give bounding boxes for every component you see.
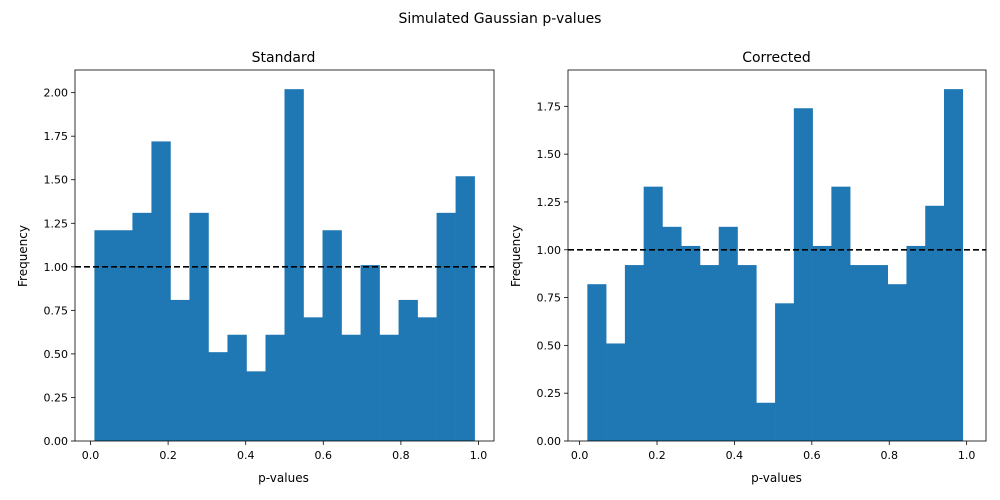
histogram-bar [208,352,228,441]
histogram-bar [189,212,209,441]
histogram-bar [170,299,190,441]
y-tick-label: 0.00 [44,435,69,448]
histogram-bar [831,186,851,441]
y-tick-label: 0.75 [44,304,69,317]
histogram-bar [227,334,247,441]
x-axis-label-standard: p-values [258,471,309,485]
x-tick-label: 0.6 [315,449,333,462]
histogram-bar [417,317,437,441]
subplot-title-standard: Standard [252,50,316,66]
y-tick-label: 1.25 [537,196,562,209]
y-tick-label: 1.00 [537,244,562,257]
histogram-bar [322,230,342,441]
histogram-bar [436,212,456,441]
bars-standard [94,89,475,442]
x-tick-label: 0.2 [648,449,666,462]
histogram-bar [455,176,475,441]
x-tick-label: 0.2 [159,449,177,462]
x-tick-label: 1.0 [958,449,976,462]
x-tick-label: 0.8 [880,449,898,462]
y-tick-label: 1.75 [44,130,69,143]
histogram-bar [775,303,795,441]
x-tick-label: 0.8 [392,449,410,462]
ticks-corrected: 0.0 0.2 0.4 0.6 0.8 1.0 0.00 0.25 0.50 0.75 1.00 1.… [537,100,976,462]
histogram-bar [151,141,171,441]
histogram-bar [606,343,626,441]
y-tick-label: 1.25 [44,217,69,230]
histogram-bar [944,89,964,441]
y-tick-label: 0.50 [537,339,562,352]
histogram-bar [341,334,361,441]
y-tick-label: 0.25 [44,391,69,404]
histogram-bar [718,226,738,441]
histogram-bar [246,371,266,441]
y-tick-label: 1.75 [537,100,562,113]
y-tick-label: 0.00 [537,435,562,448]
ticks-standard: 0.0 0.2 0.4 0.6 0.8 1.0 0.00 0.25 0.50 0.75 1.00 1.… [44,87,488,462]
y-tick-label: 1.50 [537,148,562,161]
histogram-bar [587,284,607,441]
y-tick-label: 1.00 [44,261,69,274]
histogram-bar [624,265,644,441]
histogram-bar [284,89,304,442]
histogram-bar [662,226,682,441]
histogram-bar [737,265,757,441]
histogram-bar [850,265,870,441]
x-tick-label: 0.4 [726,449,744,462]
histogram-bar [812,245,832,441]
histogram-bar [868,265,888,441]
subplot-corrected: Corrected p-values Frequency 0.0 0.2 0.4 0.… [509,50,987,485]
axes-frame-corrected [567,69,987,442]
histogram-bar [681,245,701,441]
figure-suptitle: Simulated Gaussian p-values [399,11,602,27]
histogram-bar [699,265,720,441]
x-tick-label: 1.0 [470,449,488,462]
y-axis-label-corrected: Frequency [509,225,523,287]
x-tick-label: 0.6 [803,449,821,462]
x-tick-label: 0.4 [237,449,255,462]
histogram-bar [132,212,152,441]
histogram-bar [756,402,776,441]
y-tick-label: 0.75 [537,292,562,305]
histogram-bar [303,317,323,441]
y-tick-label: 0.50 [44,348,69,361]
x-tick-label: 0.0 [82,449,100,462]
axes-frame-standard [74,69,495,442]
histogram-bar [379,334,399,441]
x-tick-label: 0.0 [571,449,589,462]
histogram-bar [925,205,945,441]
x-axis-label-corrected: p-values [751,471,802,485]
histogram-bar [398,299,418,441]
histogram-bar [94,230,114,441]
subplot-title-corrected: Corrected [742,50,811,66]
histogram-bar [793,108,813,441]
histogram-bar [113,230,133,441]
y-tick-label: 2.00 [44,87,69,100]
histogram-bar [265,334,285,441]
y-tick-label: 0.25 [537,387,562,400]
y-axis-label-standard: Frequency [16,225,30,287]
bars-corrected [587,89,964,441]
histogram-bar [906,245,926,441]
histogram-bar [360,265,380,441]
y-tick-label: 1.50 [44,174,69,187]
subplot-standard: Standard p-values Frequency 0.0 0.2 0.4 0.6… [16,50,495,485]
histogram-bar [643,186,663,441]
histogram-bar [887,284,907,441]
